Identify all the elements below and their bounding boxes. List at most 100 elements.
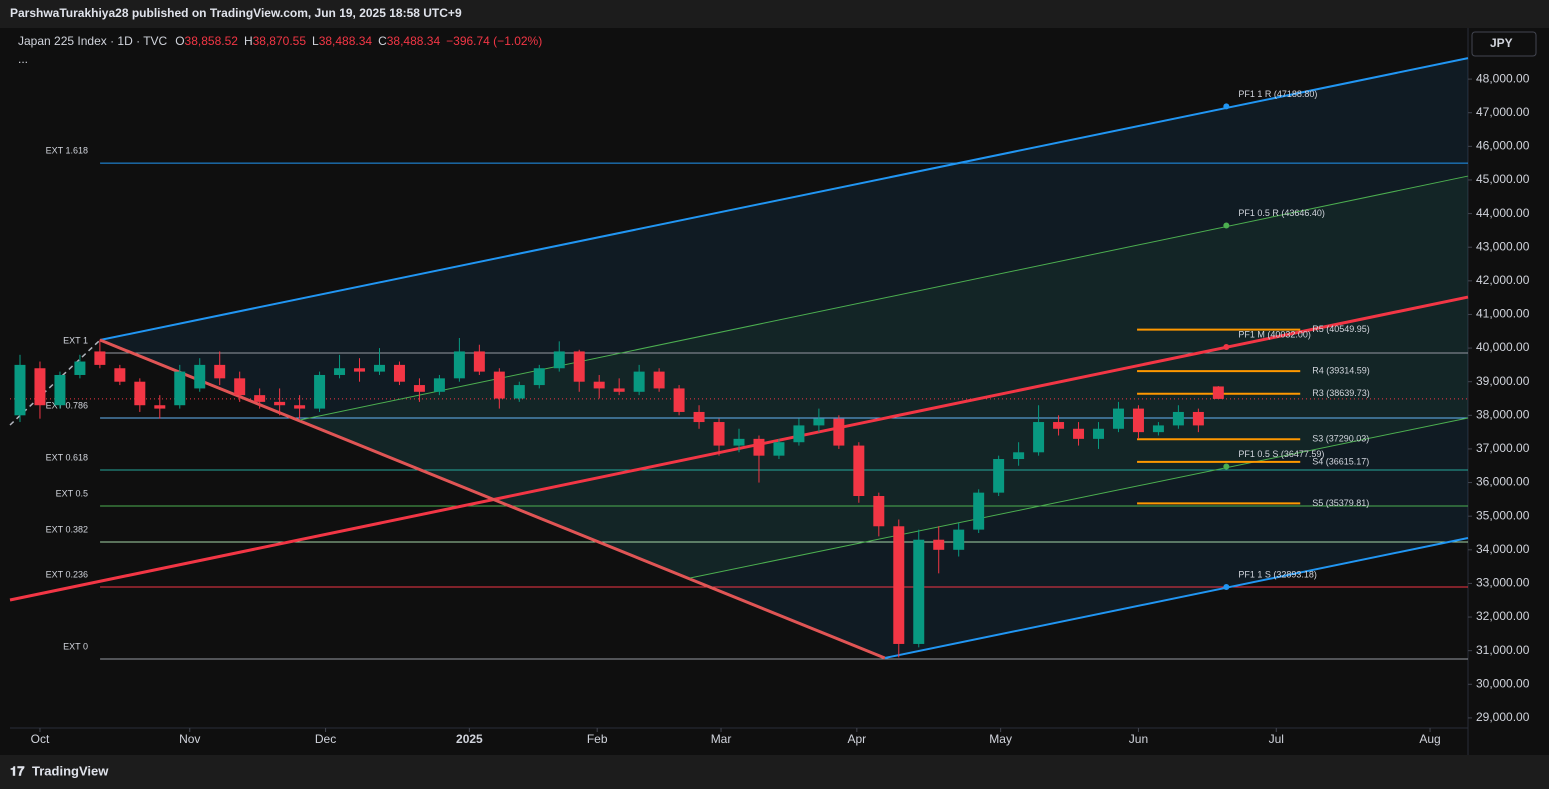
candle-body	[1033, 422, 1045, 453]
candle-body	[1093, 428, 1104, 439]
candle-body	[413, 385, 425, 392]
candle-body	[913, 539, 925, 644]
x-tick-label: Aug	[1419, 732, 1440, 746]
legend-key: C	[378, 34, 387, 48]
candle-body	[973, 492, 985, 530]
fork-label: PF1 1 S (32893.18)	[1238, 569, 1317, 579]
legend: Japan 225 Index · 1D · TVC O38,858.52 H38,…	[18, 34, 542, 48]
currency-button[interactable]	[1471, 31, 1537, 57]
x-tick-label: Jul	[1269, 732, 1284, 746]
fork-label: PF1 0.5 R (43646.40)	[1238, 208, 1325, 218]
y-tick-label: 48,000.00	[1476, 71, 1530, 85]
candle-body	[753, 438, 765, 456]
legend-value: 38,488.34	[387, 34, 441, 48]
candle-body	[294, 405, 306, 409]
candle-body	[114, 368, 126, 382]
candle-body	[733, 438, 745, 446]
x-tick-label: Apr	[847, 732, 866, 746]
candle-body	[94, 351, 106, 365]
candle-body	[673, 388, 685, 412]
candle-body	[74, 361, 86, 375]
x-tick-label: Nov	[179, 732, 200, 746]
y-tick-label: 46,000.00	[1476, 139, 1530, 153]
candle-body	[1073, 428, 1085, 439]
legend-value: 38,858.52	[185, 34, 239, 48]
pivot-label: S4 (36615.17)	[1312, 456, 1369, 466]
candle-body	[853, 445, 865, 497]
footer-bar	[0, 755, 1549, 789]
x-tick-label: Oct	[31, 732, 50, 746]
candle-body	[34, 368, 46, 406]
pivot-label: R4 (39314.59)	[1312, 365, 1370, 375]
candle-body	[613, 388, 625, 392]
candle-body	[533, 368, 545, 386]
candle-body	[154, 405, 166, 409]
candle-body	[393, 364, 405, 382]
fork-point	[1223, 344, 1230, 351]
fork-fill	[100, 58, 1469, 658]
more[interactable]: ...	[18, 52, 28, 66]
y-tick-label: 44,000.00	[1476, 206, 1530, 220]
candle-body	[933, 539, 945, 550]
x-tick-label: Mar	[711, 732, 732, 746]
brand-logo: 𝟏𝟕	[10, 763, 25, 778]
candle-body	[553, 351, 565, 369]
y-tick-label: 35,000.00	[1476, 508, 1530, 522]
publisher: ParshwaTurakhiya28 published on TradingV…	[10, 6, 462, 20]
y-tick-label: 38,000.00	[1476, 407, 1530, 421]
x-tick-label: 2025	[456, 732, 483, 746]
candle-body	[194, 364, 206, 389]
candle-body	[134, 381, 146, 406]
legend-value: 38,870.55	[253, 34, 307, 48]
ext-label: EXT 0.382	[46, 524, 88, 534]
legend-key: O	[175, 34, 184, 48]
y-tick-label: 29,000.00	[1476, 710, 1530, 724]
candle-body	[993, 459, 1005, 493]
currency[interactable]: JPY	[1490, 36, 1513, 50]
brand: TradingView	[32, 763, 109, 778]
candle-body	[953, 529, 965, 550]
candle-body	[1053, 422, 1065, 429]
ext-label: EXT 0.5	[56, 488, 88, 498]
candle-body	[833, 418, 845, 446]
legend-value: 38,488.34	[319, 34, 373, 48]
candle-body	[234, 378, 246, 396]
candle-body	[1132, 408, 1144, 433]
y-tick-label: 33,000.00	[1476, 576, 1530, 590]
candle-body	[433, 378, 445, 392]
symbol: Japan 225 Index · 1D · TVC	[18, 34, 168, 48]
x-tick-label: Feb	[587, 732, 608, 746]
candle-body	[254, 395, 266, 402]
candle-body	[1152, 425, 1164, 433]
chart-bg	[0, 28, 1549, 755]
fork-label: PF1 0.5 S (36477.59)	[1238, 449, 1324, 459]
legend-key: H	[244, 34, 253, 48]
fork-point	[1223, 584, 1230, 591]
y-tick-label: 41,000.00	[1476, 307, 1530, 321]
candle-body	[793, 425, 805, 443]
fork-line	[99, 338, 886, 660]
y-tick-label: 36,000.00	[1476, 475, 1530, 489]
pivot-label: R3 (38639.73)	[1312, 388, 1370, 398]
y-tick-label: 47,000.00	[1476, 105, 1530, 119]
candle-body	[174, 371, 186, 406]
candle-body	[453, 351, 465, 379]
candle-body	[214, 364, 226, 379]
fork-point	[1223, 222, 1230, 229]
y-tick-label: 40,000.00	[1476, 340, 1530, 354]
pivot-label: R5 (40549.95)	[1312, 324, 1370, 334]
pivot-label: S5 (35379.81)	[1312, 498, 1369, 508]
candle-body	[1212, 386, 1224, 399]
ext-label: EXT 0.786	[46, 400, 88, 410]
candle-body	[773, 442, 785, 456]
candle-body	[473, 351, 485, 372]
fork-label: PF1 M (40032.00)	[1238, 329, 1311, 339]
candle-body	[1172, 411, 1184, 426]
candle-body	[1112, 408, 1124, 429]
candle-body	[653, 371, 665, 389]
fork-line	[884, 537, 1469, 659]
y-tick-label: 43,000.00	[1476, 239, 1530, 253]
candle-body	[813, 418, 825, 426]
